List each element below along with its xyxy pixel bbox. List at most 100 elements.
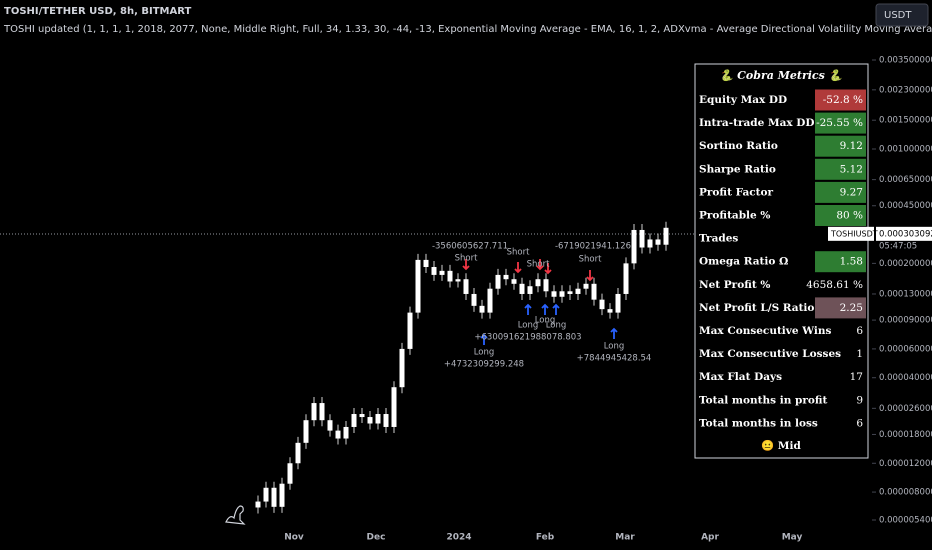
candle [583, 283, 589, 289]
candle [655, 239, 661, 245]
candle [559, 291, 565, 297]
metric-label: Net Profit L/S Ratio [699, 302, 814, 314]
candle [351, 414, 357, 427]
metric-cell [815, 112, 866, 134]
metric-label: Sortino Ratio [699, 140, 778, 152]
candle [335, 430, 341, 439]
trade-annotation: Short [527, 260, 550, 270]
candle [255, 501, 261, 508]
symbol-tag [828, 226, 874, 241]
candle [415, 259, 421, 313]
price-tick-label: 0.000008000 [879, 488, 932, 498]
symbol-tag-label: TOSHIUSDT [830, 229, 878, 238]
candle [487, 288, 493, 313]
price-tick-label: 0.000650000 [879, 175, 932, 185]
short-arrow [462, 259, 470, 271]
price-tick-label: 0.000130000 [879, 289, 932, 299]
price-tick-label: 0.000005400 [879, 516, 932, 526]
candle [383, 414, 389, 427]
logo [225, 505, 246, 525]
trade-annotation: Long [535, 316, 556, 326]
candle [311, 403, 317, 421]
price-tick-label: 0.000040000 [879, 373, 932, 383]
candle [519, 283, 525, 294]
long-arrow [552, 303, 560, 315]
candle [271, 487, 277, 507]
trade-annotation: Long [546, 321, 567, 331]
candle [295, 442, 301, 464]
candle [575, 288, 581, 294]
candle [607, 309, 613, 313]
candle [647, 239, 653, 248]
candle [591, 283, 597, 300]
short-arrow [586, 270, 594, 282]
long-arrow [480, 333, 488, 345]
indicator-line: TOSHI updated (1, 1, 1, 1, 2018, 2077, N… [3, 24, 932, 35]
candle [631, 229, 637, 264]
candle [447, 270, 453, 282]
trade-annotation: +7844945428.54 [577, 354, 652, 364]
trade-annotation: Short [507, 248, 530, 258]
trade-annotation: Short [579, 255, 602, 265]
candle [423, 259, 429, 268]
time-label: May [782, 533, 803, 543]
current-price-tag [876, 226, 932, 241]
candle [303, 420, 309, 443]
trade-annotation: Long [474, 348, 495, 358]
metric-label: Total months in loss [699, 417, 818, 429]
long-arrow [524, 303, 532, 315]
metrics-title: 🐍 Cobra Metrics 🐍 [720, 69, 845, 82]
trade-annotation: +4732309299.248 [444, 360, 524, 370]
metric-value: 9.12 [840, 140, 863, 152]
metric-label: Sharpe Ratio [699, 163, 776, 175]
candle [623, 263, 629, 294]
trade-annotation: Long [518, 321, 539, 331]
metric-value: -25.55 % [816, 117, 863, 129]
metric-value: 1 [856, 348, 863, 360]
candle [535, 279, 541, 287]
time-label: Dec [367, 533, 386, 543]
price-tick-label: 0.000090000 [879, 316, 932, 326]
long-arrow [610, 327, 618, 339]
metric-label: Trades [699, 233, 738, 245]
time-label: Nov [284, 533, 304, 543]
candle [495, 274, 501, 289]
metric-label: Max Consecutive Wins [699, 325, 831, 337]
price-tick-label: 0.001500000 [879, 116, 932, 126]
metric-label: Net Profit % [699, 279, 770, 291]
trade-annotation: Short [455, 254, 478, 264]
candle [431, 267, 437, 275]
trade-annotation: -6719021941.126 [555, 242, 631, 252]
currency-button-label[interactable]: USDT [884, 10, 912, 21]
candle [399, 348, 405, 388]
trade-annotation: -3560605627.711 [432, 242, 508, 252]
metric-label: Omega Ratio Ω [699, 256, 788, 268]
current-price-countdown: 05:47:05 [879, 241, 917, 251]
price-tick-label: 0.000450000 [879, 201, 932, 211]
short-arrow [514, 262, 522, 274]
short-arrow [544, 263, 552, 275]
metric-value: 5.12 [840, 163, 863, 175]
candle [375, 414, 381, 424]
metric-cell [815, 158, 866, 180]
metric-label: Total months in profit [699, 394, 827, 406]
metric-label: Max Consecutive Losses [699, 348, 841, 360]
currency-button[interactable] [875, 3, 929, 27]
metric-cell [815, 181, 866, 203]
metric-label: Intra-trade Max DD [699, 117, 815, 129]
time-label: Apr [701, 533, 719, 543]
metrics-verdict: 😐 Mid [761, 439, 801, 452]
candle [615, 293, 621, 313]
metric-value: 80 % [836, 210, 863, 222]
metric-value: 6 [856, 417, 863, 429]
candle [567, 291, 573, 294]
candle [527, 286, 533, 294]
metric-value: 9.27 [840, 186, 863, 198]
trade-annotation: +630091621988078.803 [474, 333, 581, 343]
trade-annotation: Long [604, 342, 625, 352]
metric-value: 4658.61 % [806, 279, 863, 291]
price-tick-label: 0.000200000 [879, 259, 932, 269]
price-tick-label: 0.001000000 [879, 145, 932, 155]
price-tick-label: 0.002300000 [879, 85, 932, 95]
